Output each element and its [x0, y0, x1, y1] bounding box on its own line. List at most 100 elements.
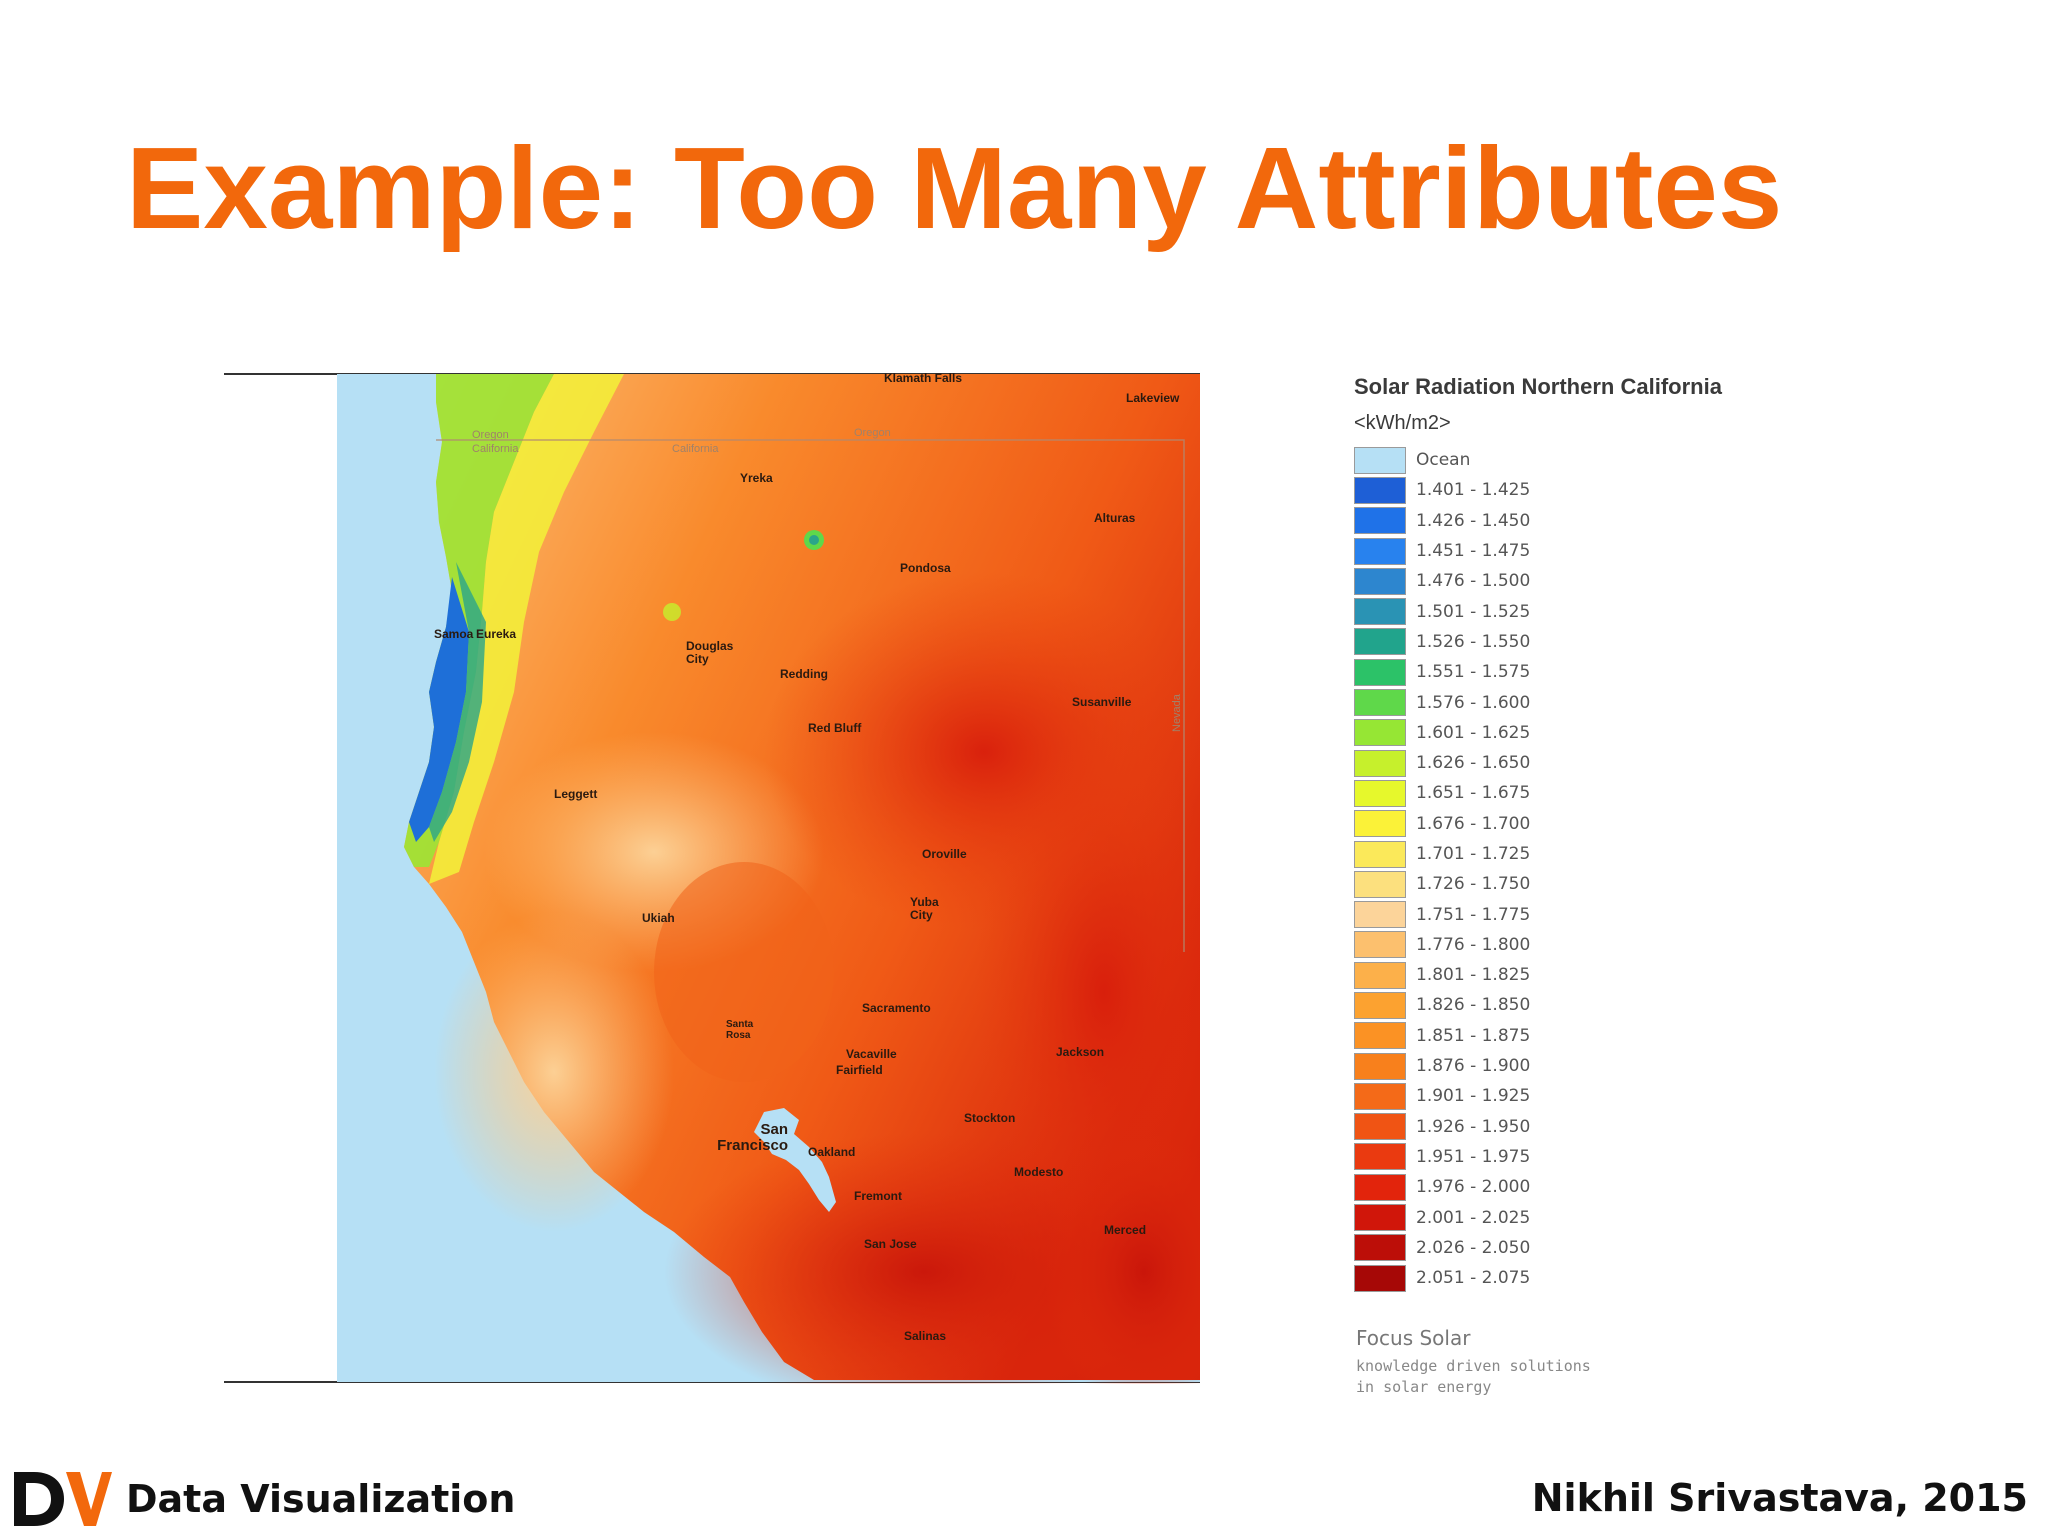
legend-row: 1.776 - 1.800 [1354, 930, 1814, 960]
place-label: Red Bluff [808, 721, 862, 735]
coastal-blue-band [409, 577, 469, 842]
legend-row: 1.976 - 2.000 [1354, 1172, 1814, 1202]
legend-row: 1.401 - 1.425 [1354, 475, 1814, 505]
region-label: Oregon [472, 429, 509, 441]
legend-swatch [1354, 1264, 1406, 1292]
legend-label: 1.776 - 1.800 [1416, 934, 1531, 955]
legend-swatch [1354, 749, 1406, 777]
legend-label: 1.751 - 1.775 [1416, 904, 1531, 925]
coastal-yellow-band [429, 374, 624, 884]
place-label: Merced [1104, 1223, 1147, 1237]
legend-swatch [1354, 446, 1406, 474]
legend-rows: Ocean 1.401 - 1.425 1.426 - 1.450 1.451 - 1… [1354, 445, 1814, 1293]
legend-swatch [1354, 1082, 1406, 1110]
slide-title: Example: Too Many Attributes [126, 123, 1783, 253]
place-label: Modesto [1014, 1165, 1064, 1179]
region-label: Oregon [854, 427, 891, 439]
legend-label: 1.426 - 1.450 [1416, 510, 1531, 531]
place-label: Lakeview [1126, 391, 1180, 405]
place-label: Redding [780, 667, 828, 681]
coastal-teal-band [429, 562, 486, 842]
place-label: Klamath Falls [884, 371, 963, 385]
legend-row: 1.676 - 1.700 [1354, 809, 1814, 839]
legend-swatch [1354, 1052, 1406, 1080]
legend-swatch [1354, 1204, 1406, 1232]
legend-swatch [1354, 1143, 1406, 1171]
legend-row: 1.751 - 1.775 [1354, 899, 1814, 929]
legend-swatch [1354, 628, 1406, 656]
legend-label: 2.051 - 2.075 [1416, 1268, 1531, 1289]
legend-label: 1.676 - 1.700 [1416, 813, 1531, 834]
legend-swatch [1354, 840, 1406, 868]
legend-swatch [1354, 991, 1406, 1019]
legend-swatch [1354, 689, 1406, 717]
place-label: Salinas [904, 1329, 947, 1343]
legend-label: 1.901 - 1.925 [1416, 1086, 1531, 1107]
legend-swatch [1354, 598, 1406, 626]
legend-label: 1.926 - 1.950 [1416, 1116, 1531, 1137]
legend-label: 1.876 - 1.900 [1416, 1056, 1531, 1077]
legend-swatch [1354, 476, 1406, 504]
place-label: Douglas City [686, 639, 734, 666]
legend-label: 1.701 - 1.725 [1416, 844, 1531, 864]
place-label: Fairfield [836, 1063, 883, 1077]
legend-unit: <kWh/m2> [1354, 412, 1451, 434]
place-label: Vacaville [846, 1047, 897, 1061]
legend-swatch [1354, 810, 1406, 838]
legend-row: 1.626 - 1.650 [1354, 748, 1814, 778]
legend-row: 1.426 - 1.450 [1354, 506, 1814, 536]
legend-label: 1.551 - 1.575 [1416, 662, 1531, 683]
place-label: Susanville [1072, 695, 1132, 709]
state-border [436, 439, 1185, 952]
legend-label: 1.501 - 1.525 [1416, 601, 1531, 622]
legend-swatch [1354, 870, 1406, 898]
region-label: Nevada [1171, 694, 1183, 732]
place-label: Jackson [1056, 1045, 1105, 1059]
place-label: Yreka [740, 471, 773, 485]
region-label: California [472, 443, 519, 455]
legend-label: 1.951 - 1.975 [1416, 1146, 1531, 1167]
legend-row: 2.001 - 2.025 [1354, 1202, 1814, 1232]
attribution-name: Focus Solar [1356, 1326, 1471, 1350]
place-label: San Jose [864, 1237, 917, 1251]
attribution-tagline: knowledge driven solutions in solar ener… [1356, 1357, 1591, 1396]
region-label: California [672, 443, 719, 455]
place-label: Ukiah [642, 911, 675, 925]
footer-course-name: Data Visualization [126, 1477, 516, 1521]
legend-row: 1.801 - 1.825 [1354, 960, 1814, 990]
place-label: San Francisco [717, 1121, 788, 1154]
legend-swatch [1354, 1022, 1406, 1050]
place-label: Eureka [476, 627, 517, 641]
legend-row: 1.601 - 1.625 [1354, 718, 1814, 748]
footer-author: Nikhil Srivastava, 2015 [1531, 1476, 2028, 1520]
legend-label: Ocean [1416, 450, 1471, 471]
legend-label: 1.451 - 1.475 [1416, 541, 1531, 562]
legend-swatch [1354, 1234, 1406, 1262]
legend-swatch [1354, 1173, 1406, 1201]
legend-row: 1.651 - 1.675 [1354, 778, 1814, 808]
legend-label: 1.401 - 1.425 [1416, 480, 1531, 501]
map-graphic [224, 372, 1200, 1384]
legend-row: 1.451 - 1.475 [1354, 536, 1814, 566]
legend-row: 1.576 - 1.600 [1354, 687, 1814, 717]
map-legend: Solar Radiation Northern California <kWh… [1354, 374, 1814, 1293]
legend-row: 1.501 - 1.525 [1354, 596, 1814, 626]
legend-row: 1.851 - 1.875 [1354, 1021, 1814, 1051]
dv-logo-icon: DV [14, 1472, 112, 1526]
legend-swatch [1354, 961, 1406, 989]
legend-label: 1.576 - 1.600 [1416, 692, 1531, 713]
legend-row: 1.951 - 1.975 [1354, 1142, 1814, 1172]
attribution: Focus Solar knowledge driven solutions i… [1356, 1326, 1596, 1398]
legend-row: 1.701 - 1.725 [1354, 839, 1814, 869]
place-label: Pondosa [900, 561, 951, 575]
legend-label: 1.726 - 1.750 [1416, 874, 1531, 895]
place-label: Samoa [434, 627, 474, 641]
legend-label: 1.976 - 2.000 [1416, 1177, 1531, 1198]
place-label: Oroville [922, 847, 967, 861]
legend-swatch [1354, 901, 1406, 929]
legend-swatch [1354, 1113, 1406, 1141]
place-label: Santa Rosa [726, 1019, 754, 1041]
place-label: Stockton [964, 1111, 1016, 1125]
footer-left: DV Data Visualization [10, 1468, 515, 1530]
legend-label: 1.601 - 1.625 [1416, 722, 1531, 743]
